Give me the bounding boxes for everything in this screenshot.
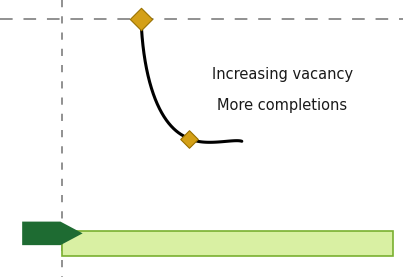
Point [138, 17, 144, 22]
Point [186, 136, 193, 141]
Polygon shape [22, 222, 83, 245]
FancyBboxPatch shape [62, 231, 393, 256]
Text: Phase IV — Recession: Phase IV — Recession [130, 235, 325, 252]
Text: More completions: More completions [217, 98, 347, 113]
Text: Increasing vacancy: Increasing vacancy [212, 67, 353, 82]
